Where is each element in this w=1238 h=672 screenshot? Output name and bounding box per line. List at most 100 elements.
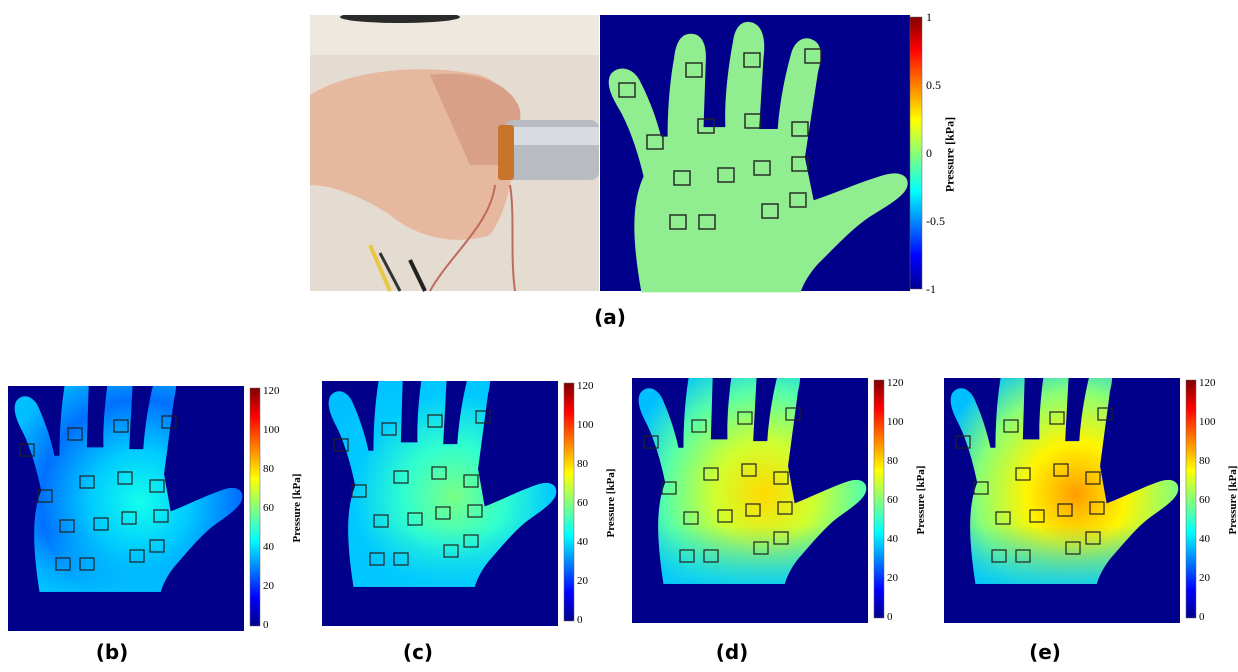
sensor-box [381,422,397,436]
colorbar-tick: 40 [263,541,275,553]
sensor-box [161,415,177,429]
sensor-box [37,489,53,503]
sensor-box [149,539,165,553]
colorbar-tick: 0 [577,614,583,626]
colorbar-tick: 40 [577,536,589,548]
sensor-box [1089,501,1105,515]
pressure-panel-c: 120 100 80 60 40 20 0 Pressure [kPa] [322,350,622,626]
pressure-panel-b: 120 100 80 60 40 20 0 Pressure [kPa] [8,355,308,631]
sensor-box [19,443,35,457]
sensor-box [333,438,349,452]
sensor-box [995,511,1011,525]
sensor-box [1085,471,1101,485]
sensor-box [393,552,409,566]
sensor-box [717,509,733,523]
sensor-box [741,463,757,477]
colorbar [873,379,885,619]
caption-b: (b) [95,640,129,664]
colorbar [563,382,575,622]
sensor-box [443,544,459,558]
colorbar-tick: 40 [1199,533,1211,545]
colorbar-a-ticks: 1 0.5 0 -0.5 -1 [926,10,956,296]
sensor-box [435,506,451,520]
colorbar [1185,379,1197,619]
colorbar-tick: 20 [263,580,275,592]
sensor-box [1029,509,1045,523]
panel-a-figure [310,11,923,293]
sensor-box [753,541,769,555]
sensor-boxes [618,48,822,230]
sensor-box [683,511,699,525]
colorbar-label: Pressure [kPa] [1227,466,1238,535]
sensor-box [153,509,169,523]
sensor-box [475,410,491,424]
caption-e: (e) [1029,640,1061,664]
sensor-box [973,481,989,495]
sensor-box [373,514,389,528]
sensor-box [121,511,137,525]
pressure-panel-d: 120 100 80 60 40 20 0 Pressure [kPa] [632,347,932,623]
colorbar-tick: 80 [577,458,589,470]
sensor-box [745,503,761,517]
colorbar-tick: 40 [887,533,899,545]
caption-a: (a) [594,305,626,329]
sensor-box [1057,503,1073,517]
colorbar-tick: 60 [887,494,899,506]
sensor-box [149,479,165,493]
sensor-box [1097,407,1113,421]
colorbar-tick: 120 [887,378,904,389]
tick: -1 [926,282,936,296]
sensor-box [393,470,409,484]
sensor-box [773,471,789,485]
pressure-map: 120 100 80 60 40 20 0 Pressure [kPa] [8,355,303,631]
colorbar-tick: 0 [263,619,269,631]
sensor-box [703,549,719,563]
tick: 0 [926,146,932,160]
colorbar-tick: 120 [577,381,594,392]
tick: 0.5 [926,78,941,92]
sensor-box [703,467,719,481]
colorbar-tick: 20 [1199,572,1211,584]
sensor-box [427,414,443,428]
colorbar-a-label: Pressure [kPa] [942,116,957,193]
colorbar-tick: 60 [1199,494,1211,506]
sensor-box [129,549,145,563]
colorbar-tick: 100 [263,424,280,436]
colorbar-label: Pressure [kPa] [915,466,927,535]
colorbar-tick: 0 [887,611,893,623]
sensor-box [117,471,133,485]
colorbar-tick: 80 [1199,455,1211,467]
pressure-map: 120 100 80 60 40 20 0 Pressure [kPa] [322,350,617,626]
colorbar-tick: 80 [887,455,899,467]
colorbar-tick: 100 [887,416,904,428]
sensor-box [777,501,793,515]
sensor-box [955,435,971,449]
sensor-box [113,419,129,433]
caption-d: (d) [715,640,749,664]
sensor-box [691,419,707,433]
sensor-box [1049,411,1065,425]
sensor-box [1015,549,1031,563]
colorbar-tick: 0 [1199,611,1205,623]
panel-a: 1 0.5 0 -0.5 -1 Pressure [kPa] [310,10,970,296]
sensor-box [79,557,95,571]
sensor-box [661,481,677,495]
tick: -0.5 [926,214,945,228]
caption-c: (c) [402,640,434,664]
sensor-box [467,504,483,518]
colorbar-tick: 60 [577,497,589,509]
sensor-box [93,517,109,531]
sensor-box [369,552,385,566]
colorbar-label: Pressure [kPa] [291,474,303,543]
colorbar-tick: 80 [263,463,275,475]
sensor-box [1053,463,1069,477]
colorbar-tick: 100 [577,419,594,431]
sensor-box [643,435,659,449]
sensor-box [407,512,423,526]
sensor-box [59,519,75,533]
colorbar-tick: 120 [1199,378,1216,389]
tick: 1 [926,10,932,24]
sensor-box [991,549,1007,563]
sensor-box [351,484,367,498]
sensor-box [773,531,789,545]
